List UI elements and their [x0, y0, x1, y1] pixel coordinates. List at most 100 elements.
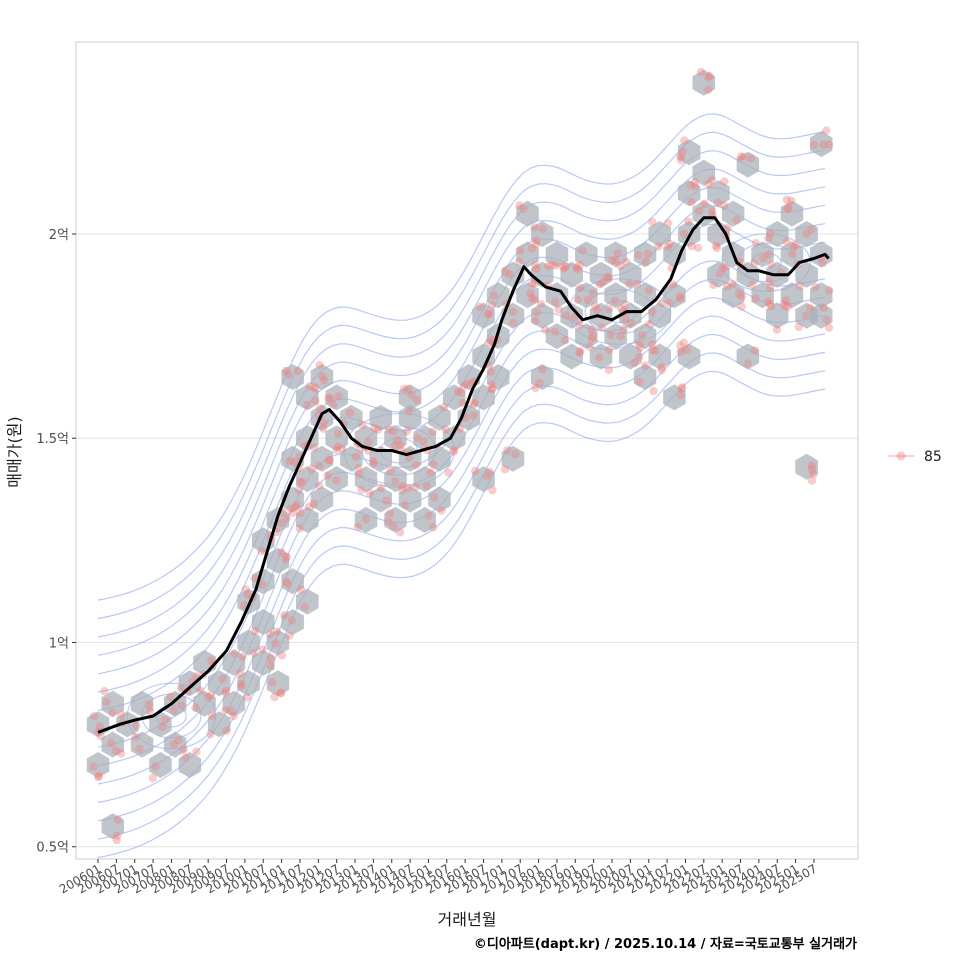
scatter-point	[94, 771, 104, 781]
scatter-point	[648, 345, 657, 354]
y-tick-label: 0.5억	[36, 841, 69, 856]
hex-bin	[178, 752, 202, 778]
legend-entry-85: 85	[924, 449, 942, 465]
scatter-point	[680, 136, 689, 145]
hex-bin	[266, 629, 290, 656]
scatter-point	[635, 340, 644, 349]
scatter-point	[176, 684, 186, 693]
hex-bin	[472, 466, 495, 493]
scatter-point	[691, 182, 700, 191]
y-tick-label: 2억	[49, 228, 69, 243]
density-contour-line	[97, 333, 826, 822]
scatter-point	[396, 441, 405, 450]
x-axis: 2006012006072007012007072008012008072009…	[57, 859, 819, 897]
scatter-point	[665, 239, 675, 249]
scatter-point	[526, 288, 535, 298]
scatter-point	[663, 243, 672, 252]
scatter-point	[206, 729, 215, 739]
hex-bin	[677, 139, 701, 166]
scatter-point	[112, 835, 121, 845]
scatter-point	[824, 140, 834, 149]
scatter-point	[585, 342, 594, 351]
scatter-point	[469, 400, 478, 409]
scatter-point	[719, 201, 729, 210]
hex-bin	[633, 282, 657, 309]
scatter-point	[270, 692, 279, 702]
scatter-point	[236, 668, 245, 678]
scatter-point	[449, 447, 459, 456]
scatter-point	[314, 461, 324, 471]
scatter-point	[345, 408, 355, 418]
hex-bin	[384, 506, 407, 533]
hex-bin	[810, 131, 833, 158]
scatter-point	[737, 302, 746, 311]
legend-key-point	[896, 451, 906, 461]
hex-bin	[619, 261, 642, 288]
scatter-point	[641, 257, 650, 266]
scatter-point	[257, 580, 267, 589]
scatter-point	[238, 652, 247, 661]
scatter-point	[604, 345, 614, 355]
scatter-point	[616, 304, 626, 314]
hex-bin	[428, 486, 451, 513]
scatter-point	[196, 686, 205, 695]
scatter-point	[743, 359, 753, 368]
scatter-point	[272, 627, 282, 636]
scatter-point	[169, 740, 179, 749]
scatter-point	[611, 256, 620, 265]
scatter-point	[144, 700, 154, 709]
scatter-point	[319, 376, 329, 385]
scatter-point	[397, 486, 407, 495]
scatter-point	[351, 452, 361, 461]
scatter-point	[622, 257, 631, 266]
scatter-point	[411, 483, 420, 492]
scatter-point	[789, 242, 798, 251]
scatter-point	[809, 469, 818, 479]
scatter-point	[353, 522, 363, 532]
scatter-point	[654, 242, 663, 251]
scatter-point	[807, 476, 817, 485]
hex-bin	[677, 343, 701, 370]
scatter-point	[132, 721, 141, 730]
scatter-point	[282, 552, 292, 562]
scatter-point	[319, 418, 329, 427]
scatter-point	[532, 236, 541, 245]
scatter-point	[457, 388, 466, 397]
scatter-point	[503, 446, 512, 455]
scatter-point	[315, 404, 325, 413]
caption: ©디아파트(dapt.kr) / 2025.10.14 / 자료=국토교통부 실…	[474, 936, 857, 952]
scatter-point	[767, 260, 776, 270]
scatter-point	[315, 481, 324, 491]
scatter-point	[627, 319, 636, 328]
scatter-point	[117, 710, 126, 719]
scatter-point	[657, 362, 666, 372]
scatter-point	[531, 383, 540, 393]
scatter-point	[700, 199, 709, 208]
hex-bin	[472, 343, 495, 370]
scatter-point	[203, 692, 213, 702]
scatter-point	[807, 465, 816, 474]
hex-bin	[633, 364, 657, 390]
scatter-point	[575, 260, 585, 269]
hex-bin	[116, 711, 139, 738]
hex-bin	[766, 221, 789, 247]
scatter-point	[535, 378, 544, 388]
scatter-point	[257, 547, 266, 556]
scatter-point	[766, 283, 775, 292]
scatter-point	[515, 201, 524, 210]
scatter-point	[677, 384, 686, 393]
scatter-point	[488, 485, 497, 495]
hex-bin	[501, 445, 525, 472]
scatter-point	[573, 263, 582, 272]
hex-bin	[604, 323, 627, 350]
scatter-point	[509, 318, 518, 328]
scatter-point	[588, 331, 598, 341]
scatter-point	[737, 292, 747, 301]
scatter-point	[547, 260, 556, 269]
scatter-point	[531, 240, 541, 249]
scatter-point	[470, 466, 480, 476]
scatter-point	[514, 257, 524, 267]
scatter-point	[364, 437, 373, 447]
scatter-point	[361, 514, 371, 524]
scatter-point	[303, 400, 312, 410]
